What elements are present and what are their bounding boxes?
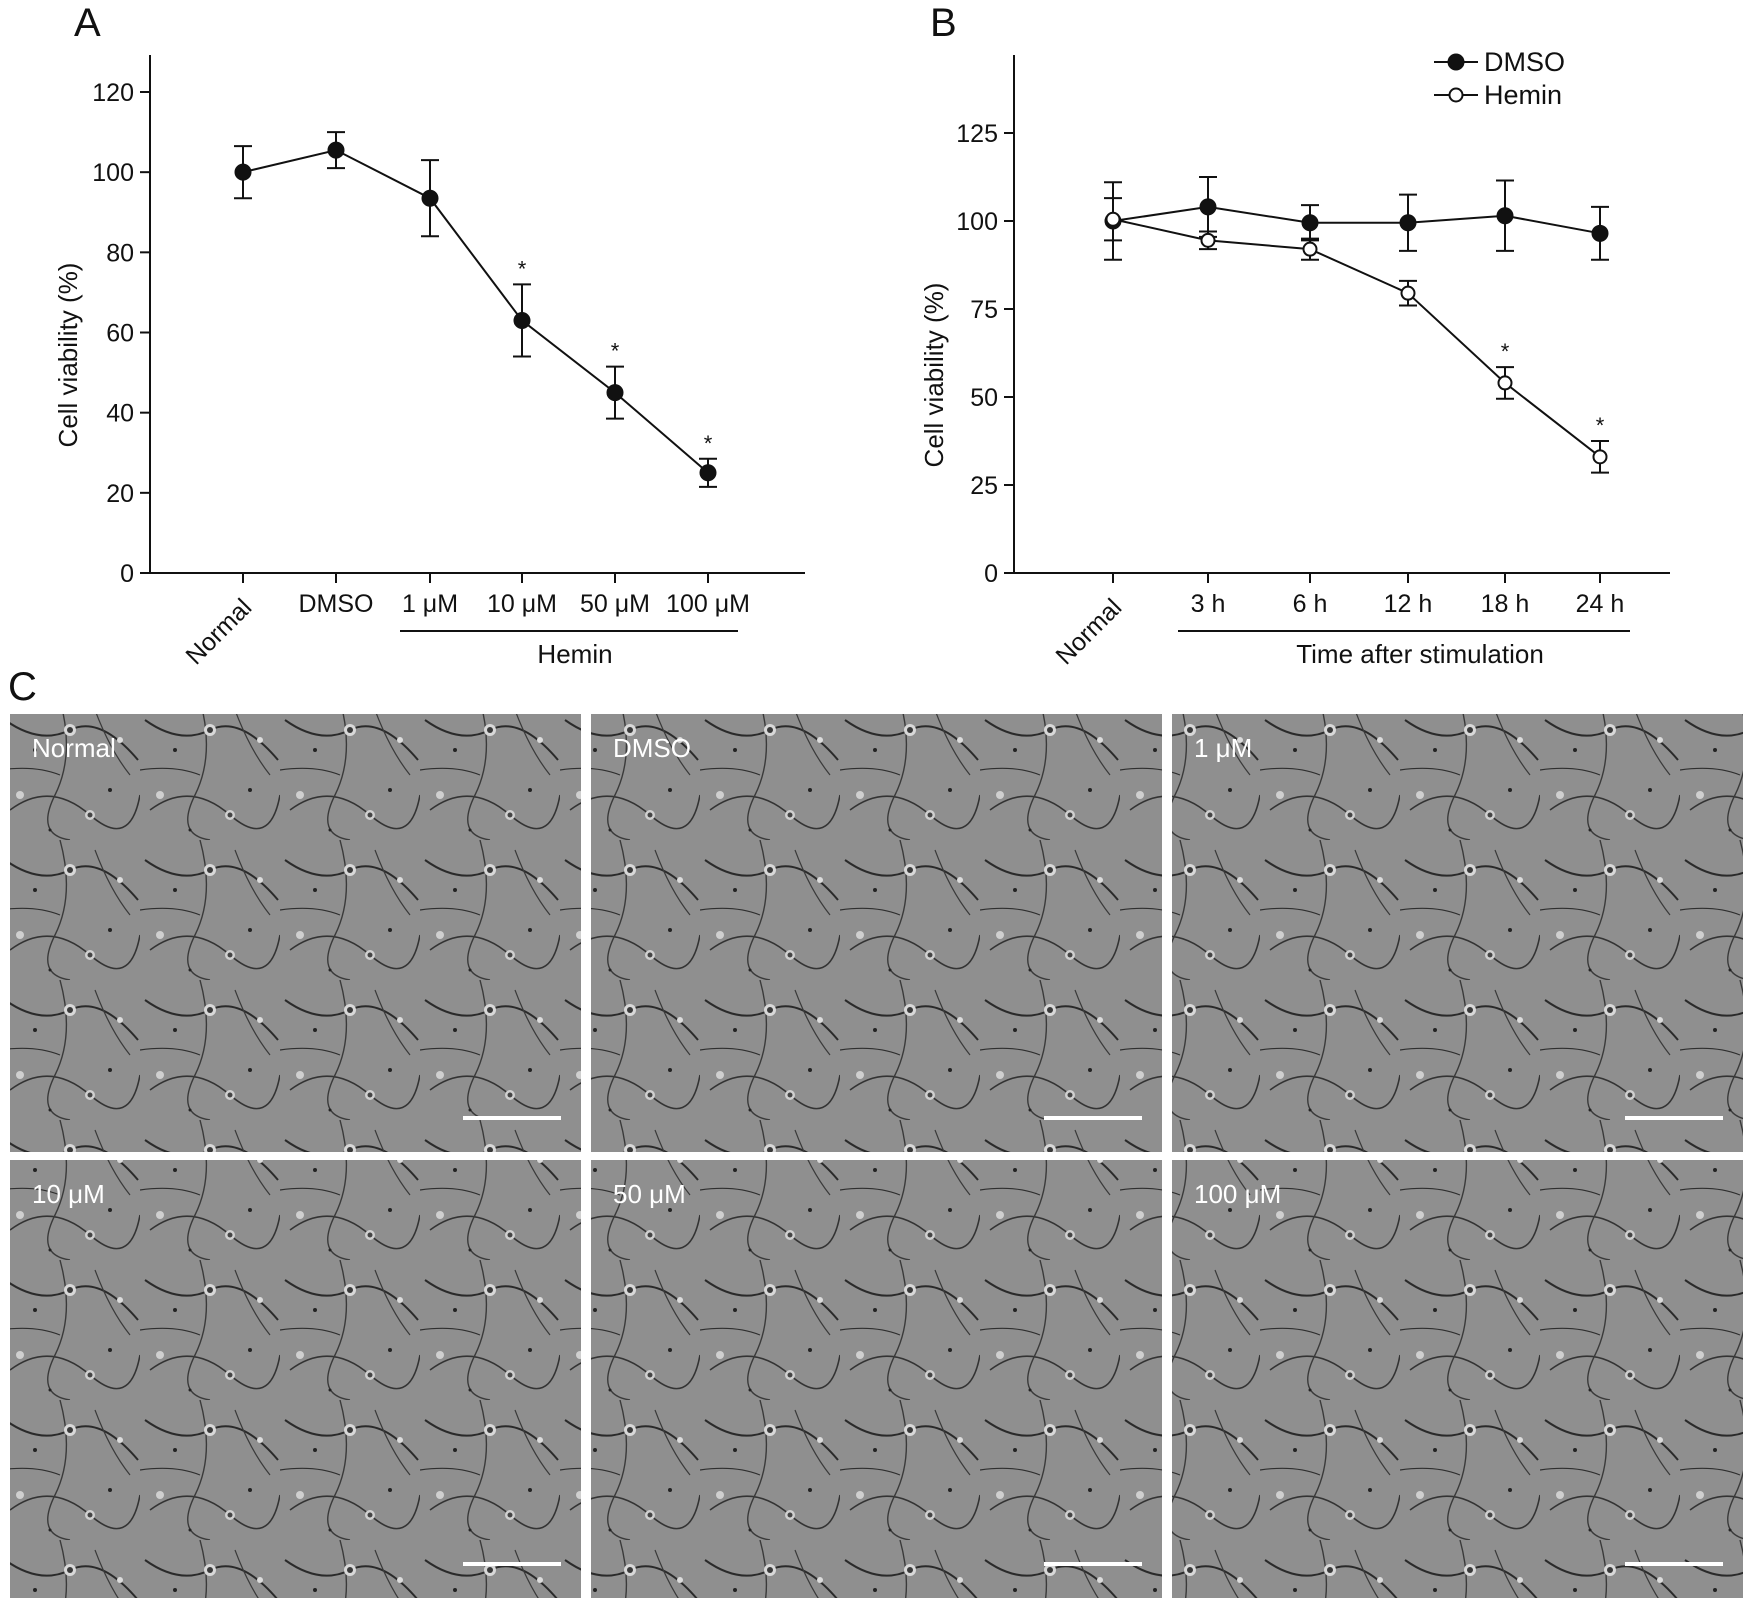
panel-b-y-ticks: 0 25 50 75 100 125 xyxy=(956,120,1014,588)
panel-a-x-ticks: Normal DMSO 1 μM 10 μM 50 μM 100 μM xyxy=(180,573,750,670)
panel-a-y-tick-label: 120 xyxy=(92,79,134,107)
micrograph-label: DMSO xyxy=(613,733,691,763)
panel-b-legend-label: Hemin xyxy=(1484,80,1562,110)
panel-a-x-tick-label: 1 μM xyxy=(402,590,458,618)
panel-a-y-ticks: 0 20 40 60 80 100 120 xyxy=(92,79,150,588)
micrograph-10um: 10 μM xyxy=(10,1160,581,1598)
panel-b-y-tick-label: 0 xyxy=(984,560,998,588)
micrograph-50um: 50 μM xyxy=(591,1160,1162,1598)
micrograph-1um: 1 μM xyxy=(1172,714,1743,1152)
panel-a-significance-star: * xyxy=(518,256,527,281)
panel-a-letter: A xyxy=(74,1,101,45)
panel-a-x-tick-label: DMSO xyxy=(299,590,374,618)
panel-b-dmso-line xyxy=(1112,205,1601,235)
micrograph-image xyxy=(10,714,581,1152)
panel-b-significance-star: * xyxy=(1596,413,1605,438)
panel-c-letter: C xyxy=(8,665,37,709)
panel-b-legend-marker xyxy=(1447,53,1465,71)
panel-a-series-line xyxy=(242,149,709,474)
panel-b-dmso-point xyxy=(1496,207,1514,225)
panel-a-significance-star: * xyxy=(611,339,620,364)
panel-a-x-tick-label: 50 μM xyxy=(580,590,650,618)
panel-a-y-tick-label: 20 xyxy=(106,480,134,508)
panel-b-y-tick-label: 25 xyxy=(970,472,998,500)
panel-a-series-point xyxy=(699,464,717,482)
panel-b-y-tick-label: 100 xyxy=(956,208,998,236)
micrograph-100um: 100 μM xyxy=(1172,1160,1743,1598)
panel-b-hemin-point xyxy=(1302,241,1318,257)
panel-b-x-tick-label: 6 h xyxy=(1293,590,1328,618)
panel-a-x-tick-label: Normal xyxy=(180,593,257,670)
micrograph-dmso: DMSO xyxy=(591,714,1162,1152)
panel-b-x-tick-label: 24 h xyxy=(1576,590,1625,618)
panel-b-legend-marker xyxy=(1448,87,1464,103)
micrograph-normal: Normal xyxy=(10,714,581,1152)
panel-b-x-tick-label: Normal xyxy=(1050,593,1127,670)
panel-b-dmso-point xyxy=(1399,214,1417,232)
panel-a-series-point xyxy=(513,311,531,329)
panel-b-axes xyxy=(1013,55,1670,574)
micrograph-label: 10 μM xyxy=(32,1179,105,1209)
panel-a-y-tick-label: 40 xyxy=(106,400,134,428)
panel-a-series-point xyxy=(327,141,345,159)
panel-b-dmso-point xyxy=(1591,224,1609,242)
panel-a-x-tick-label: 10 μM xyxy=(487,590,557,618)
panel-b-legend-label: DMSO xyxy=(1484,47,1565,77)
panel-b-x-tick-label: 3 h xyxy=(1191,590,1226,618)
panel-b-y-axis-label: Cell viability (%) xyxy=(919,283,949,468)
micrograph-image xyxy=(1172,1160,1743,1598)
panel-a-y-tick-label: 60 xyxy=(106,320,134,348)
panel-b-dmso-point xyxy=(1199,198,1217,216)
micrograph-image xyxy=(591,1160,1162,1598)
panel-b-hemin-line xyxy=(1112,218,1601,458)
panel-a-y-tick-label: 100 xyxy=(92,159,134,187)
panel-a-y-tick-label: 0 xyxy=(120,560,134,588)
panel-a-series-point xyxy=(606,384,624,402)
panel-a-data-marks: * * * xyxy=(234,131,717,488)
panel-b-y-tick-label: 50 xyxy=(970,384,998,412)
panel-a-series-point xyxy=(421,189,439,207)
micrograph-grid: Normal DMSO 1 μM 10 μM 50 μM 100 μM xyxy=(10,714,1743,1598)
panel-b-chart: B 0 25 50 75 100 125 Normal 3 h 6 h 12 h 18 h 24 h… xyxy=(919,1,1670,670)
panel-b-y-tick-label: 75 xyxy=(970,296,998,324)
panel-c-micrographs: C Normal DMSO 1 μM 10 μM 50 μM 100 μM xyxy=(8,665,1743,1598)
panel-b-hemin-point xyxy=(1200,232,1216,248)
micrograph-label: 100 μM xyxy=(1194,1179,1281,1209)
panel-b-group-label: Time after stimulation xyxy=(1296,639,1544,669)
panel-b-data-marks: ** xyxy=(1104,176,1609,474)
micrograph-image xyxy=(1172,714,1743,1152)
panel-b-hemin-point xyxy=(1400,285,1416,301)
panel-b-letter: B xyxy=(930,1,957,45)
panel-a-series-point xyxy=(234,163,252,181)
panel-a-y-axis-label: Cell viability (%) xyxy=(53,263,83,448)
micrograph-image xyxy=(10,1160,581,1598)
panel-a-x-tick-label: 100 μM xyxy=(666,590,750,618)
panel-a-group-label: Hemin xyxy=(537,639,612,669)
micrograph-label: 1 μM xyxy=(1194,733,1252,763)
panel-b-dmso-point xyxy=(1301,214,1319,232)
panel-a-axes xyxy=(149,55,805,574)
panel-b-y-tick-label: 125 xyxy=(956,120,998,148)
panel-a-y-tick-label: 80 xyxy=(106,239,134,267)
panel-b-hemin-point xyxy=(1105,211,1121,227)
panel-b-hemin-point xyxy=(1497,375,1513,391)
panel-a-significance-star: * xyxy=(704,431,713,456)
micrograph-label: Normal xyxy=(32,733,116,763)
panel-b-x-tick-label: 18 h xyxy=(1481,590,1530,618)
micrograph-image xyxy=(591,714,1162,1152)
panel-b-hemin-point xyxy=(1592,449,1608,465)
panel-a-chart: A 0 20 40 60 80 100 120 Normal DMSO 1 μM 10 μM 50 … xyxy=(53,1,805,670)
micrograph-label: 50 μM xyxy=(613,1179,686,1209)
panel-b-significance-star: * xyxy=(1501,339,1510,364)
panel-b-x-tick-label: 12 h xyxy=(1384,590,1433,618)
